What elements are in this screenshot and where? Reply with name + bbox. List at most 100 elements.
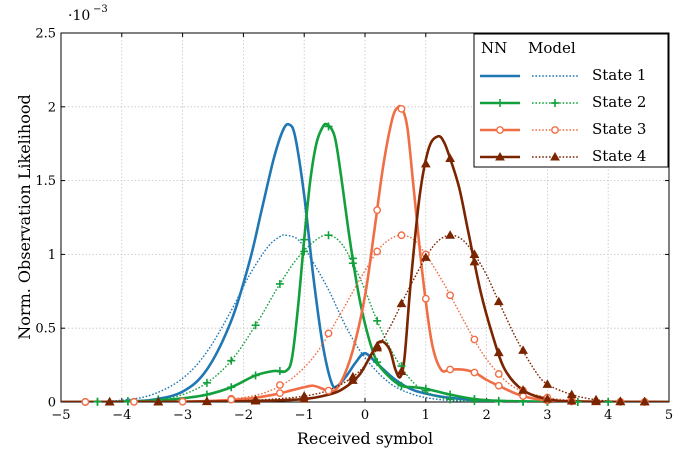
y-axis-label: Norm. Observation Likelihood — [15, 94, 34, 339]
state-4-nn-marker — [250, 395, 261, 405]
state-3-model-marker — [494, 370, 503, 378]
state-4-nn-marker — [542, 394, 553, 403]
y-scale-label: ·10 — [68, 8, 90, 24]
axis-ticks: −5 −4 −3 −2 −1 0 1 2 3 4 5 0 0.5 1 1.5 2 2.5 — [35, 27, 673, 424]
state-4-model-marker — [396, 298, 407, 308]
state-2-nn-marker — [348, 254, 357, 263]
state-2-nn-marker — [470, 395, 479, 404]
state-2-nn-marker — [604, 397, 613, 406]
x-tick-label: 1 — [422, 408, 430, 423]
legend-box — [473, 33, 669, 168]
x-tick-label: 2 — [482, 408, 490, 423]
x-tick-label: −1 — [295, 408, 314, 423]
x-tick-label: −4 — [112, 408, 131, 423]
state-4-model-marker — [420, 252, 431, 261]
state-2-nn-marker — [93, 397, 102, 406]
state-2-model-marker — [373, 316, 382, 325]
state-2-nn-marker — [373, 358, 382, 367]
state-4-nn-marker — [615, 396, 626, 406]
state-3-nn-marker — [397, 105, 406, 113]
state-2-model-marker — [202, 378, 211, 387]
markers-group — [81, 105, 650, 406]
y-tick-label: 1.5 — [35, 174, 56, 189]
state-3-model-marker — [373, 247, 382, 256]
state-4-model-marker — [445, 230, 456, 239]
state-4-nn-marker — [347, 375, 358, 384]
state-4-nn-line — [61, 134, 669, 402]
state-4-nn-marker — [493, 347, 504, 357]
state-2-model-marker — [324, 231, 333, 240]
state-3-nn-marker — [494, 381, 503, 390]
legend-state-4-nn-marker — [495, 151, 505, 161]
state-3-nn-marker — [324, 386, 333, 395]
legend-state-2-nn-marker — [496, 99, 504, 107]
state-3-nn-marker — [421, 294, 430, 303]
legend-col-model: Model — [528, 39, 576, 57]
state-3-nn-marker — [519, 392, 527, 400]
x-tick-label: −3 — [173, 408, 192, 423]
state-3-nn-marker — [178, 397, 187, 406]
state-3-nn-marker — [470, 368, 479, 377]
state-4-nn-marker — [591, 396, 601, 406]
x-axis-label: Received symbol — [297, 429, 433, 448]
state-4-nn-marker — [299, 394, 310, 403]
state-2-nn-marker — [227, 383, 236, 392]
state-3-model-marker — [324, 329, 333, 338]
x-tick-label: −5 — [51, 408, 70, 423]
x-tick-label: 3 — [543, 408, 551, 423]
legend-label-state-1: State 1 — [592, 66, 646, 84]
state-4-nn-marker — [445, 153, 456, 163]
state-4-model-marker — [518, 345, 528, 354]
state-3-nn-marker — [373, 206, 382, 215]
state-3-model-marker — [275, 381, 284, 389]
state-4-nn-marker — [420, 158, 431, 168]
state-2-model-marker — [251, 321, 260, 330]
y-tick-label: 0 — [48, 396, 56, 411]
state-4-nn-marker — [469, 256, 480, 266]
y-tick-label: 0.5 — [35, 322, 56, 337]
x-tick-label: 0 — [361, 408, 369, 423]
state-2-model-line — [61, 234, 669, 402]
state-3-model-marker — [470, 335, 479, 344]
state-4-nn-marker — [153, 396, 164, 406]
state-3-nn-marker — [275, 389, 284, 398]
state-3-nn-marker — [81, 398, 90, 406]
state-3-nn-marker — [130, 397, 138, 406]
legend-state-2-model-marker — [551, 99, 559, 107]
legend-state-3-model-marker — [551, 126, 559, 134]
state-2-model-marker — [227, 356, 236, 365]
state-4-nn-marker — [566, 395, 577, 405]
state-4-nn-marker — [202, 396, 212, 406]
state-4-model-marker — [493, 296, 504, 306]
y-scale-exponent: −3 — [93, 4, 108, 15]
legend-glyphs — [480, 74, 578, 161]
legend-label-state-4: State 4 — [592, 147, 646, 165]
x-tick-label: −2 — [234, 408, 253, 423]
state-2-nn-marker — [397, 381, 406, 390]
state-2-nn-marker — [251, 371, 260, 380]
legend-state-4-model-marker — [550, 151, 560, 161]
state-2-model-marker — [300, 247, 309, 256]
x-tick-label: 5 — [665, 408, 673, 423]
state-2-model-marker — [275, 279, 284, 288]
legend: NN Model State 1 State 2 State 3 State 4 — [473, 33, 669, 168]
legend-label-state-2: State 2 — [592, 93, 646, 111]
state-2-nn-marker — [275, 367, 284, 376]
y-tick-label: 1 — [48, 248, 56, 263]
state-4-nn-marker — [372, 340, 383, 350]
state-2-nn-marker — [421, 384, 430, 393]
legend-label-state-3: State 3 — [592, 120, 646, 138]
state-2-nn-marker — [494, 396, 503, 405]
state-4-nn-marker — [639, 396, 650, 406]
y-tick-label: 2.5 — [35, 27, 56, 42]
state-2-nn-marker — [446, 390, 455, 399]
y-tick-label: 2 — [48, 100, 56, 115]
state-3-nn-marker — [227, 395, 236, 404]
state-3-nn-marker — [446, 365, 455, 374]
state-2-nn-marker — [324, 122, 333, 131]
state-3-model-marker — [446, 291, 455, 300]
state-2-nn-marker — [300, 235, 309, 244]
state-4-nn-marker — [518, 385, 528, 394]
legend-col-nn: NN — [481, 39, 507, 57]
